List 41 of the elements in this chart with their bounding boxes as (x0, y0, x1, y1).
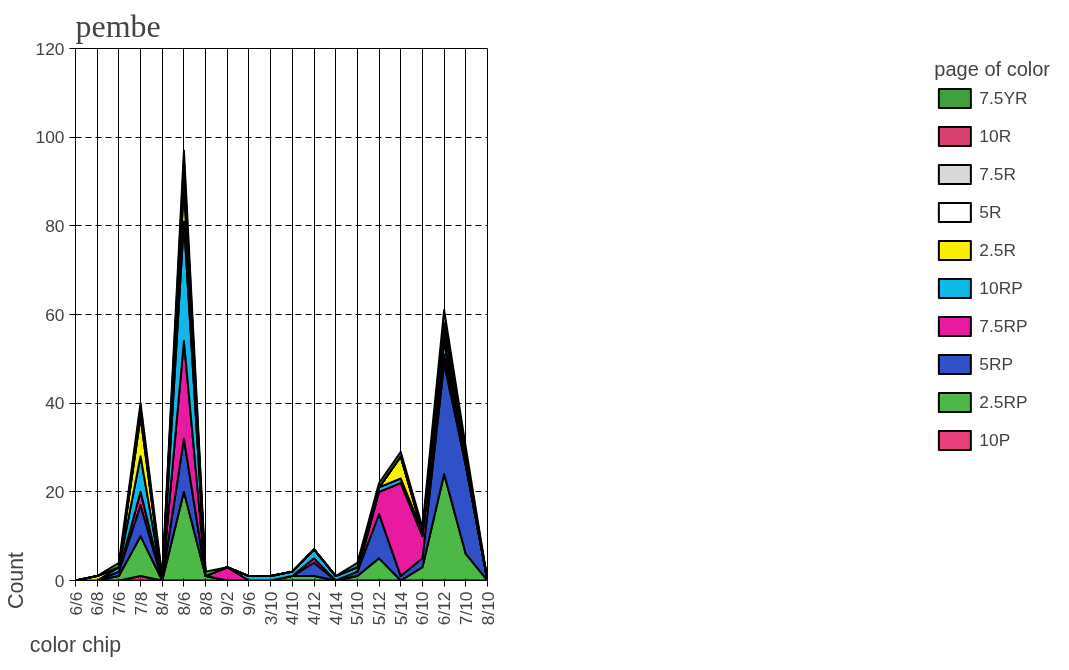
legend-label: 5RP (979, 353, 1014, 375)
legend-title: page of color (934, 58, 1050, 81)
y-tick-label: 60 (45, 304, 65, 325)
legend-label: 7.5RP (979, 315, 1028, 337)
legend-label: 5R (979, 201, 1002, 223)
x-tick-label: 6/6 (65, 591, 86, 616)
y-tick-label: 0 (54, 570, 65, 591)
x-tick-label: 6/10 (412, 591, 433, 626)
x-tick-label: 7/6 (108, 591, 129, 616)
y-tick-label: 80 (45, 215, 65, 236)
x-tick-label: 9/2 (217, 591, 238, 616)
x-tick-label: 5/14 (390, 591, 411, 626)
x-tick-label: 4/10 (282, 591, 303, 626)
x-tick-label: 8/6 (173, 591, 194, 616)
x-tick-label: 8/8 (195, 591, 216, 616)
x-tick-label: 5/12 (369, 591, 390, 626)
y-axis-title: Count (3, 551, 28, 609)
legend-label: 2.5RP (979, 391, 1028, 413)
x-tick-label: 6/8 (87, 591, 108, 616)
chart-title: pembe (75, 7, 161, 44)
x-tick-label: 3/10 (260, 591, 281, 626)
legend-label: 7.5YR (979, 87, 1028, 109)
legend-label: 2.5R (979, 239, 1016, 261)
x-axis-title: color chip (29, 633, 122, 658)
x-tick-label: 8/10 (477, 591, 498, 626)
x-tick-label: 8/4 (152, 591, 173, 616)
x-tick-label: 6/12 (434, 591, 455, 626)
y-tick-label: 40 (45, 393, 65, 414)
legend-label: 7.5R (979, 163, 1016, 185)
y-tick-label: 100 (35, 127, 65, 148)
y-tick-label: 20 (45, 481, 65, 502)
legend-label: 10P (979, 429, 1011, 451)
legend-label: 10RP (979, 277, 1023, 299)
x-tick-label: 9/6 (238, 591, 259, 616)
x-tick-label: 4/14 (325, 591, 346, 626)
legend-label: 10R (979, 125, 1012, 147)
x-tick-label: 7/10 (455, 591, 476, 626)
x-tick-label: 4/12 (304, 591, 325, 626)
x-tick-label: 7/8 (130, 591, 151, 616)
y-tick-label: 120 (35, 38, 65, 59)
x-tick-label: 5/10 (347, 591, 368, 626)
